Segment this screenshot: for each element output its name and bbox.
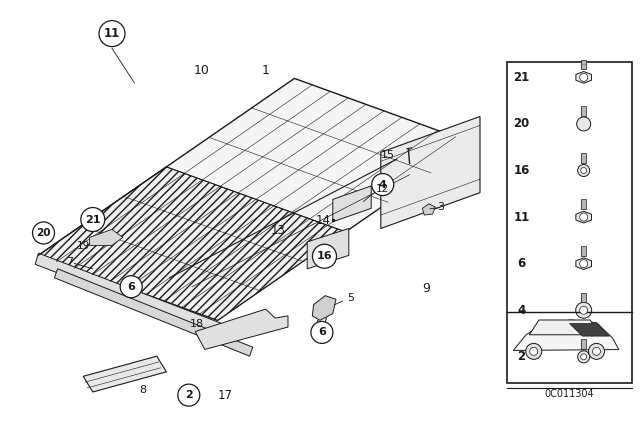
Circle shape [178, 384, 200, 406]
Circle shape [311, 321, 333, 344]
Polygon shape [513, 320, 619, 350]
Text: 4: 4 [379, 180, 387, 190]
Text: 20: 20 [513, 117, 530, 130]
Polygon shape [312, 296, 336, 320]
Circle shape [578, 351, 589, 363]
FancyBboxPatch shape [581, 293, 586, 302]
Text: 11: 11 [104, 27, 120, 40]
Circle shape [589, 343, 605, 359]
Text: 20: 20 [36, 228, 51, 238]
Circle shape [33, 222, 54, 244]
Text: 6: 6 [127, 282, 135, 292]
Polygon shape [54, 269, 253, 356]
Circle shape [580, 306, 588, 314]
Text: 9: 9 [422, 282, 430, 296]
Circle shape [526, 343, 541, 359]
Polygon shape [307, 228, 349, 269]
Polygon shape [570, 323, 609, 336]
Text: 3: 3 [437, 202, 444, 212]
Circle shape [81, 207, 105, 232]
FancyBboxPatch shape [581, 106, 586, 116]
Text: 2: 2 [185, 390, 193, 400]
Polygon shape [422, 204, 435, 215]
Text: 14: 14 [316, 214, 331, 227]
Text: 4: 4 [518, 304, 525, 317]
Polygon shape [333, 186, 371, 222]
FancyBboxPatch shape [581, 199, 586, 209]
Circle shape [580, 168, 587, 173]
Polygon shape [529, 320, 600, 335]
Text: 5: 5 [348, 293, 354, 303]
Text: 13: 13 [271, 224, 286, 237]
FancyBboxPatch shape [507, 62, 632, 383]
Text: 6: 6 [318, 327, 326, 337]
Polygon shape [38, 78, 474, 320]
Circle shape [530, 347, 538, 355]
Polygon shape [90, 229, 123, 246]
Text: 6: 6 [518, 257, 525, 270]
Polygon shape [381, 116, 480, 228]
FancyBboxPatch shape [581, 153, 586, 163]
Circle shape [372, 173, 394, 196]
Text: 21: 21 [85, 215, 100, 224]
Polygon shape [35, 253, 237, 340]
Circle shape [580, 260, 588, 267]
Circle shape [576, 302, 592, 318]
Text: 16: 16 [317, 251, 332, 261]
Text: 8: 8 [139, 385, 147, 395]
Circle shape [580, 354, 587, 360]
Polygon shape [195, 309, 288, 349]
Polygon shape [38, 167, 346, 320]
Circle shape [580, 213, 588, 221]
Circle shape [593, 347, 600, 355]
Circle shape [577, 117, 591, 131]
Text: 1: 1 [262, 64, 269, 78]
FancyBboxPatch shape [581, 60, 586, 69]
Text: 10: 10 [194, 64, 209, 78]
Text: 18: 18 [189, 319, 204, 329]
Circle shape [99, 21, 125, 47]
FancyBboxPatch shape [581, 246, 586, 256]
Polygon shape [576, 211, 591, 223]
FancyBboxPatch shape [581, 339, 586, 349]
Text: 11: 11 [513, 211, 530, 224]
Text: 16: 16 [513, 164, 530, 177]
Text: 0C011304: 0C011304 [545, 389, 594, 399]
Text: 2: 2 [518, 350, 525, 363]
Text: 19: 19 [77, 241, 90, 250]
Text: 12: 12 [376, 184, 388, 194]
Polygon shape [83, 356, 166, 392]
Text: 21: 21 [513, 71, 530, 84]
Circle shape [578, 164, 589, 177]
Circle shape [120, 276, 142, 298]
Text: 7: 7 [66, 257, 74, 267]
Text: 17: 17 [218, 388, 233, 402]
Circle shape [312, 244, 337, 268]
Polygon shape [576, 72, 591, 83]
Circle shape [580, 73, 588, 82]
Text: 15: 15 [381, 151, 395, 160]
Polygon shape [576, 258, 591, 270]
